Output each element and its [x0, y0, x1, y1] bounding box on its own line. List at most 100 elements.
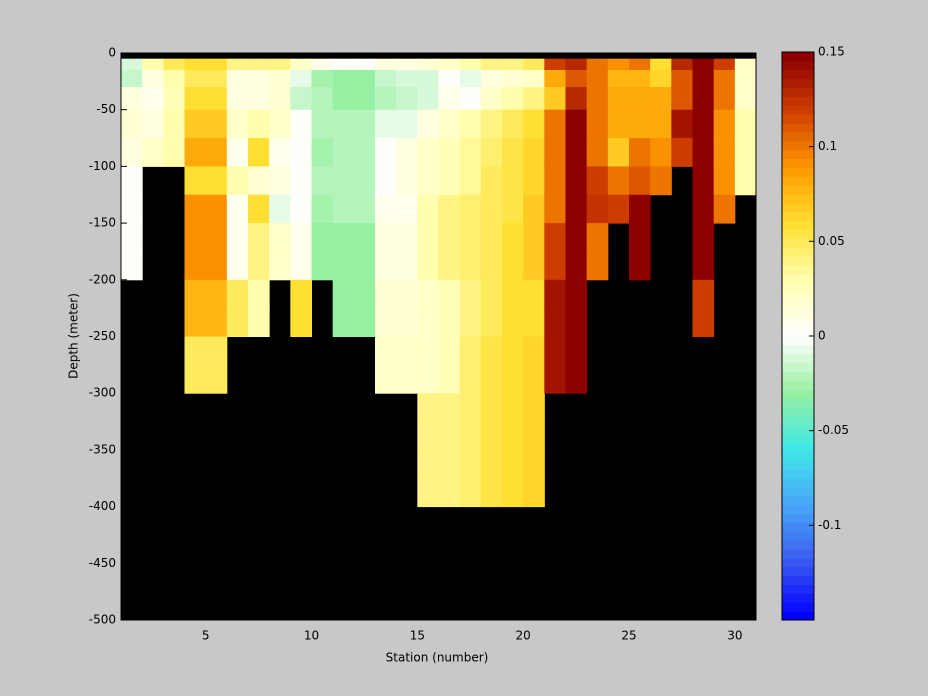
heatmap-cell	[671, 109, 693, 139]
heatmap-cell	[629, 138, 651, 167]
colorbar-band	[782, 123, 814, 133]
heatmap-cell	[459, 87, 482, 111]
heatmap-cell	[459, 449, 482, 479]
heatmap-cell	[671, 138, 693, 167]
heatmap-cell	[332, 194, 355, 224]
heatmap-cell	[459, 138, 482, 167]
heatmap-cell	[438, 478, 461, 508]
heatmap-cell	[269, 223, 291, 252]
heatmap-cell	[607, 70, 630, 88]
heatmap-cell	[502, 109, 524, 139]
colorbar-band	[782, 353, 814, 364]
heatmap-cell	[459, 336, 482, 366]
heatmap-cell	[142, 109, 164, 139]
heatmap-cell	[480, 70, 503, 88]
heatmap-cell	[290, 279, 312, 309]
heatmap-cell	[502, 393, 524, 423]
heatmap-cell	[269, 166, 291, 196]
heatmap-cell	[311, 58, 334, 71]
heatmap-cell	[396, 138, 418, 167]
plot-area: 5 10 15 20 25 30-500-450-400-350-300-250-200-…	[89, 46, 757, 643]
colorbar-tick-label: 0.05	[818, 234, 845, 248]
heatmap-cell	[375, 87, 397, 111]
heatmap-cell	[248, 87, 270, 111]
colorbar-band	[782, 336, 814, 346]
heatmap-cell	[205, 336, 228, 366]
colorbar-band	[782, 566, 814, 577]
heatmap-cell	[692, 194, 715, 224]
colorbar-band	[782, 52, 814, 62]
heatmap-cell	[311, 251, 334, 281]
heatmap-cell	[184, 109, 207, 139]
heatmap-cell	[523, 393, 545, 423]
y-tick-label: -350	[89, 442, 116, 456]
heatmap-cell	[226, 109, 249, 139]
colorbar-tick-label: 0.1	[818, 139, 837, 153]
y-tick-label: 0	[108, 46, 116, 60]
heatmap-cell	[713, 87, 736, 111]
heatmap-cell	[629, 58, 651, 71]
colorbar-band	[782, 433, 814, 443]
heatmap-cell	[226, 70, 249, 88]
heatmap-cell	[650, 166, 672, 196]
heatmap-cell	[480, 87, 503, 111]
heatmap-cell	[713, 194, 736, 224]
heatmap-cell	[396, 194, 418, 224]
heatmap-cell	[248, 166, 270, 196]
heatmap-cell	[396, 87, 418, 111]
colorbar-band	[782, 380, 814, 390]
heatmap-cell	[290, 70, 312, 88]
heatmap-cell	[205, 87, 228, 111]
heatmap-cell	[607, 194, 630, 224]
heatmap-cell	[269, 87, 291, 111]
colorbar-tick-label: -0.1	[818, 518, 841, 532]
heatmap-cell	[459, 308, 482, 337]
heatmap-cell	[417, 336, 439, 366]
heatmap-cell	[629, 194, 651, 224]
heatmap-cell	[121, 70, 143, 88]
colorbar-band	[782, 442, 814, 452]
y-tick-label: -200	[89, 272, 116, 286]
heatmap-cell	[438, 393, 461, 423]
heatmap-cell	[290, 223, 312, 252]
heatmap-cell	[184, 194, 207, 224]
heatmap-cell	[523, 308, 545, 337]
colorbar-tick-label: 0.15	[818, 45, 845, 59]
heatmap-cell	[417, 138, 439, 167]
heatmap-cell	[438, 194, 461, 224]
colorbar-band	[782, 540, 814, 550]
heatmap-cell	[248, 279, 270, 309]
heatmap-cell	[565, 308, 588, 337]
heatmap-cell	[205, 223, 228, 252]
heatmap-cell	[544, 279, 566, 309]
heatmap-cell	[523, 251, 545, 281]
heatmap-cell	[438, 70, 461, 88]
heatmap-cell	[586, 251, 609, 281]
heatmap-cell	[502, 364, 524, 394]
heatmap-cell	[650, 70, 672, 88]
colorbar-band	[782, 96, 814, 106]
heatmap-cell	[163, 58, 185, 71]
heatmap-cell	[248, 70, 270, 88]
heatmap-cell	[375, 166, 397, 196]
heatmap-cell	[353, 279, 376, 309]
colorbar-band	[782, 60, 814, 71]
heatmap-cell	[480, 279, 503, 309]
colorbar-band	[782, 504, 814, 514]
heatmap-cell	[269, 138, 291, 167]
heatmap-cell	[734, 87, 757, 111]
heatmap-cell	[438, 223, 461, 252]
heatmap-cell	[353, 308, 376, 337]
heatmap-cell	[692, 70, 715, 88]
heatmap-cell	[671, 70, 693, 88]
colorbar-band	[782, 149, 814, 159]
heatmap-cell	[713, 70, 736, 88]
heatmap-cell	[502, 336, 524, 366]
heatmap-cell	[650, 109, 672, 139]
heatmap-cell	[629, 109, 651, 139]
heatmap-cell	[734, 70, 757, 88]
heatmap-cell	[417, 109, 439, 139]
heatmap-cell	[459, 70, 482, 88]
heatmap-cell	[713, 58, 736, 71]
heatmap-cell	[311, 166, 334, 196]
